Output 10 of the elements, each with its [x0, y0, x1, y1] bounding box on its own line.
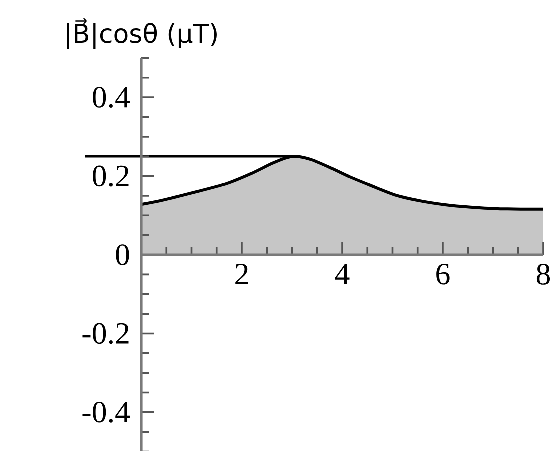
- y-tick-label: 0.2: [93, 166, 129, 187]
- y-tick-label: 0: [116, 244, 130, 266]
- y-tick-label: 0.4: [93, 87, 130, 108]
- y-tick-label: -0.4: [82, 402, 130, 423]
- y-tick-label: -0.2: [82, 323, 129, 344]
- x-tick-label: 4: [335, 264, 350, 284]
- x-tick-label: 6: [436, 264, 450, 285]
- y-axis-title: |B⃗|cosθ (μT): [67, 18, 217, 50]
- x-tick-label: 2: [236, 264, 248, 284]
- x-tick-label: 8: [536, 264, 550, 285]
